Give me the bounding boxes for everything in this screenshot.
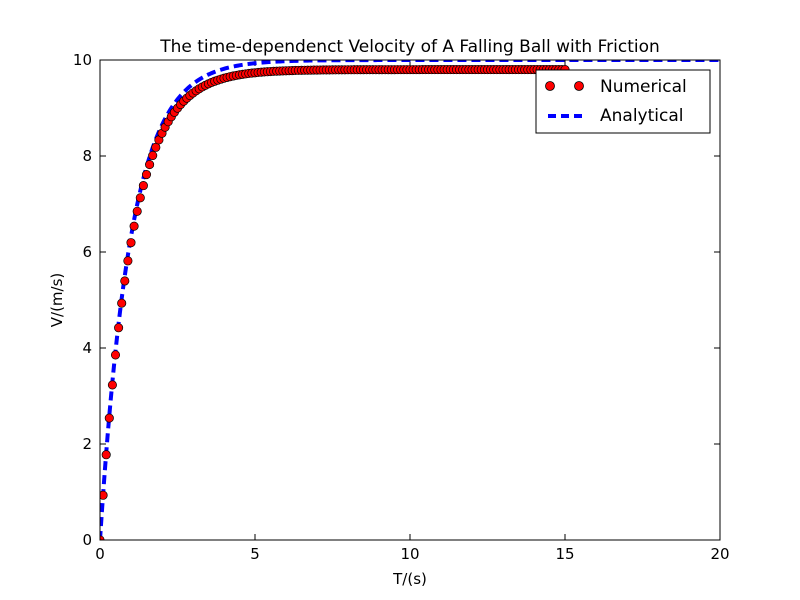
legend-box [535,69,711,134]
series-numerical-point [135,193,145,203]
series-numerical-point [132,206,142,216]
chart-title: The time-dependenct Velocity of A Fallin… [159,37,660,57]
y-tick-label: 0 [82,531,92,549]
x-tick-label: 10 [400,545,419,563]
series-numerical-point [100,490,108,500]
series-numerical-point [141,170,152,180]
series-numerical-point [104,413,114,423]
legend: Numerical Analytical [535,69,711,134]
y-tick-label: 8 [82,147,92,165]
y-tick-label: 4 [82,339,92,357]
legend-numerical-marker-left [545,81,555,91]
y-tick-label: 6 [82,243,92,261]
legend-label-numerical: Numerical [600,77,687,97]
series-numerical-point [138,181,148,191]
series-numerical-point [110,350,121,360]
legend-label-analytical: Analytical [600,106,683,126]
plot-area [100,60,720,540]
x-tick-label: 5 [250,545,260,563]
series-numerical-point [148,150,158,161]
x-tick-label: 15 [555,545,574,563]
legend-numerical-marker-right [574,81,584,91]
y-tick-label: 10 [73,51,92,69]
series-numerical-point [101,450,111,460]
series-numerical-point [107,380,117,390]
plot-frame [99,59,721,541]
y-tick-label: 2 [82,435,92,453]
series-numerical-point [145,160,155,170]
series-numerical-point [129,221,139,231]
y-axis-label: V/(m/s) [48,273,66,328]
series-numerical-point [114,323,124,333]
x-tick-label: 0 [95,545,105,563]
series-numerical-point [126,238,136,248]
series-numerical-point [123,256,133,266]
x-tick-label: 20 [710,545,729,563]
x-axis-label: T/(s) [392,570,427,588]
series-numerical-point [117,298,127,308]
series-numerical-point [120,276,130,286]
